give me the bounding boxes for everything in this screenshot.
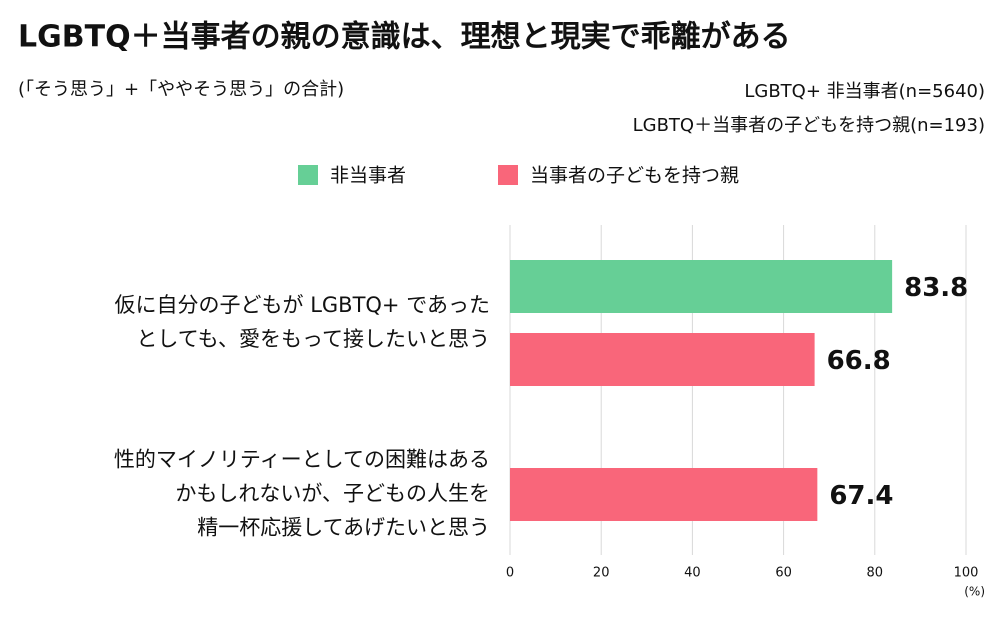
- bar: [510, 260, 893, 313]
- category-label: としても、愛をもって接したいと思う: [136, 327, 490, 351]
- value-label: 67.4: [829, 481, 893, 511]
- value-label: 83.8: [904, 273, 968, 303]
- category-label: 仮に自分の子どもが LGBTQ+ であった: [115, 293, 490, 317]
- value-label: 66.8: [827, 346, 891, 376]
- legend-swatch: [298, 165, 318, 185]
- x-tick-label: 100: [954, 566, 979, 581]
- legend-label: 当事者の子どもを持つ親: [530, 165, 739, 187]
- chart-title: LGBTQ＋当事者の親の意識は、理想と現実で乖離がある: [18, 20, 791, 55]
- subtitle: (「そう思う」+「ややそう思う」の合計): [18, 79, 344, 100]
- x-axis-label: (%): [964, 585, 985, 599]
- note: LGBTQ＋当事者の子どもを持つ親(n=193): [633, 115, 985, 136]
- category-label: 性的マイノリティーとしての困難はある: [114, 448, 490, 472]
- category-label: かもしれないが、子どもの人生を: [175, 482, 490, 506]
- x-tick-label: 60: [775, 566, 792, 581]
- bar: [510, 333, 815, 386]
- note: LGBTQ+ 非当事者(n=5640): [744, 81, 985, 102]
- legend-swatch: [498, 165, 518, 185]
- bar: [510, 468, 818, 521]
- x-tick-label: 40: [684, 566, 701, 581]
- category-label: 精一杯応援してあげたいと思う: [197, 516, 490, 540]
- legend-label: 非当事者: [330, 165, 406, 187]
- x-tick-label: 80: [867, 566, 884, 581]
- x-tick-label: 20: [593, 566, 610, 581]
- x-tick-label: 0: [506, 566, 514, 581]
